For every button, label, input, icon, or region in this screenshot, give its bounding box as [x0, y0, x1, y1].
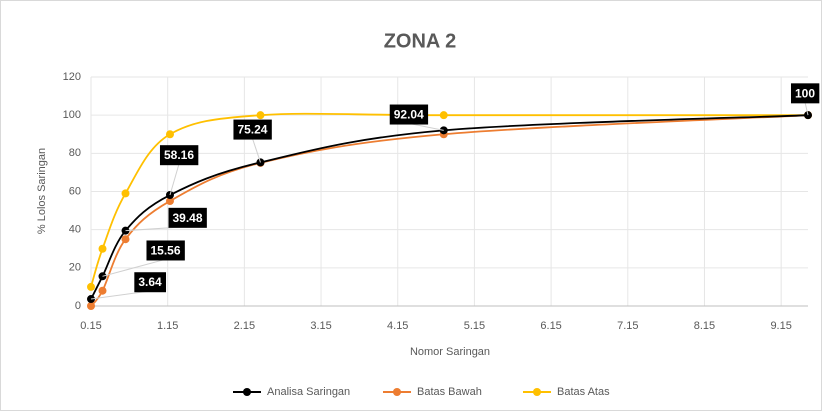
x-tick-label: 2.15	[234, 320, 255, 332]
data-label-box	[790, 83, 820, 104]
data-point	[165, 130, 174, 139]
x-tick-label: 4.15	[387, 320, 408, 332]
data-label-text: 75.24	[237, 123, 267, 137]
x-tick-label: 3.15	[310, 320, 331, 332]
x-tick-label: 9.15	[770, 320, 791, 332]
data-point	[87, 302, 95, 310]
leader-line	[169, 163, 180, 196]
data-point	[165, 197, 174, 206]
y-tick-label: 100	[63, 109, 81, 121]
data-point	[121, 189, 130, 198]
data-label-box	[134, 272, 167, 293]
x-tick-label: 8.15	[694, 320, 715, 332]
data-label-text: 92.04	[394, 108, 424, 122]
data-point	[256, 111, 265, 120]
x-tick-label: 7.15	[617, 320, 638, 332]
data-label-box	[159, 145, 199, 166]
data-label: 58.16	[159, 145, 199, 166]
data-label-text: 58.16	[164, 148, 194, 162]
data-label-box	[389, 104, 429, 125]
y-tick-label: 20	[69, 262, 81, 274]
x-tick-label: 5.15	[464, 320, 485, 332]
legend-marker	[533, 388, 541, 396]
series-line	[90, 114, 809, 300]
legend-marker	[243, 388, 251, 396]
x-tick-label: 0.15	[80, 320, 101, 332]
leader-line	[90, 290, 151, 300]
data-label: 75.24	[233, 119, 272, 140]
data-label: 92.04	[389, 104, 429, 125]
data-label: 100	[790, 83, 820, 104]
y-axis-label: % Lolos Saringan	[36, 148, 48, 234]
y-tick-label: 120	[63, 71, 81, 83]
leader-line	[251, 138, 261, 163]
y-tick-label: 0	[75, 300, 81, 312]
data-label-box	[168, 207, 207, 228]
data-point	[98, 286, 107, 295]
series-line	[90, 112, 808, 288]
legend-label: Batas Atas	[557, 386, 610, 398]
data-label-box	[146, 240, 185, 261]
x-axis-label: Nomor Saringan	[410, 346, 490, 358]
data-point	[98, 244, 107, 253]
data-label-text: 39.48	[172, 211, 202, 225]
data-point	[121, 235, 130, 244]
x-tick-label: 1.15	[157, 320, 178, 332]
x-tick-label: 6.15	[540, 320, 561, 332]
data-label-text: 100	[795, 86, 815, 100]
data-point	[87, 282, 95, 291]
data-label-box	[233, 119, 272, 140]
y-tick-label: 40	[69, 224, 81, 236]
legend-marker	[393, 388, 401, 396]
y-tick-label: 60	[69, 185, 81, 197]
data-label: 15.56	[146, 240, 185, 261]
y-tick-label: 80	[69, 147, 81, 159]
data-label-text: 15.56	[150, 243, 180, 257]
leader-line	[804, 102, 809, 116]
data-label-text: 3.64	[138, 275, 162, 289]
data-label: 3.64	[134, 272, 167, 293]
chart-title: ZONA 2	[384, 30, 457, 52]
legend-label: Batas Bawah	[417, 386, 482, 398]
legend-label: Analisa Saringan	[267, 386, 350, 398]
leader-line	[102, 258, 166, 277]
data-point	[439, 111, 448, 120]
data-label: 39.48	[168, 207, 207, 228]
